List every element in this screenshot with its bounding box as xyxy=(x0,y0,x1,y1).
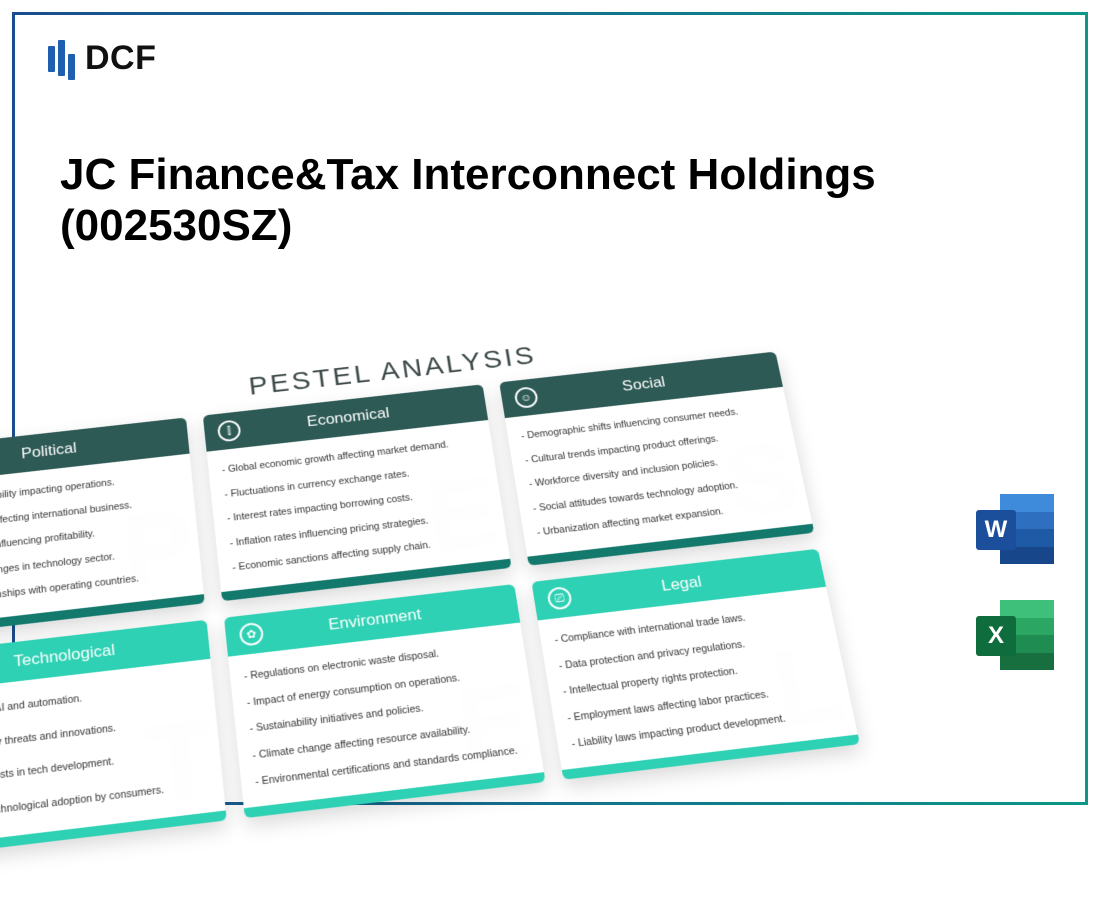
word-icon: W xyxy=(976,490,1054,568)
brand-name: DCF xyxy=(85,39,156,78)
pestel-card-economical: ⫿EconomicalE- Global economic growth aff… xyxy=(203,384,512,601)
word-badge: W xyxy=(976,510,1016,550)
pestel-card-technological: ⚙TechnologicalT- Advances in AI and auto… xyxy=(0,620,227,857)
brand-logo: DCF xyxy=(48,36,156,80)
pestel-card-political: 🏛PoliticalP- Government stability impact… xyxy=(0,417,205,637)
file-format-icons: W X xyxy=(976,490,1054,674)
excel-badge: X xyxy=(976,616,1016,656)
pestel-card-legal: ⎚LegalL- Compliance with international t… xyxy=(531,549,860,780)
excel-icon: X xyxy=(976,596,1054,674)
page-title: JC Finance&Tax Interconnect Holdings (00… xyxy=(60,150,900,251)
logo-bars-icon xyxy=(48,36,75,80)
pestel-card-environment: ✿EnvironmentE- Regulations on electronic… xyxy=(224,584,546,818)
pestel-card-social: ☺SocialS- Demographic shifts influencing… xyxy=(499,352,814,566)
